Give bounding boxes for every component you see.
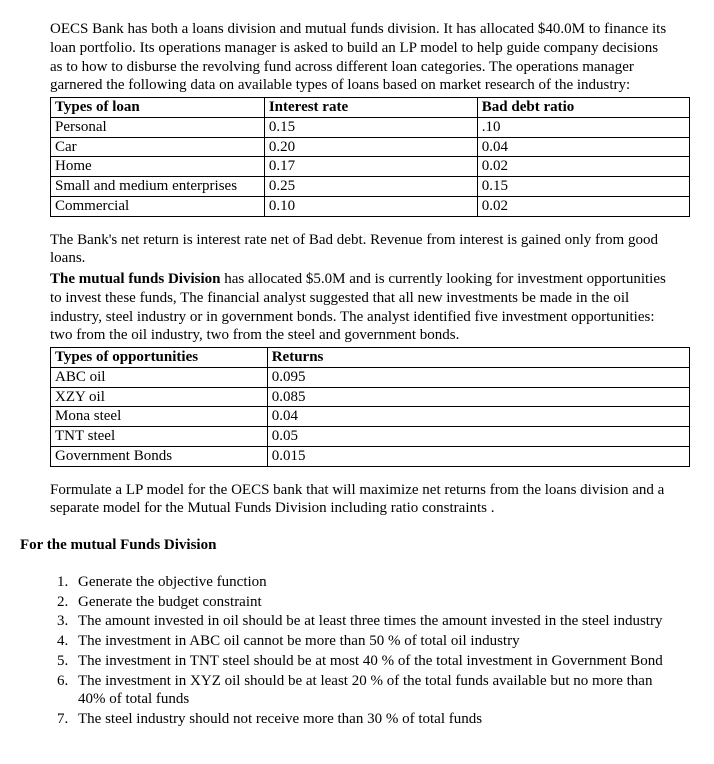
opportunities-table: Types of opportunities Returns ABC oil 0… bbox=[50, 347, 690, 467]
table-header-row: Types of loan Interest rate Bad debt rat… bbox=[51, 98, 690, 118]
list-item: The investment in XYZ oil should be at l… bbox=[72, 672, 674, 710]
table-row: Car 0.20 0.04 bbox=[51, 137, 690, 157]
cell: 0.095 bbox=[267, 367, 689, 387]
net-return-paragraph: The Bank's net return is interest rate n… bbox=[50, 231, 674, 269]
table-row: Personal 0.15 .10 bbox=[51, 117, 690, 137]
table-row: XZY oil 0.085 bbox=[51, 387, 690, 407]
cell: TNT steel bbox=[51, 427, 268, 447]
cell: 0.17 bbox=[264, 157, 477, 177]
col-header: Returns bbox=[267, 348, 689, 368]
list-item: Generate the objective function bbox=[72, 573, 674, 592]
cell: 0.04 bbox=[477, 137, 689, 157]
cell: 0.085 bbox=[267, 387, 689, 407]
cell: Commercial bbox=[51, 196, 265, 216]
cell: 0.015 bbox=[267, 446, 689, 466]
cell: 0.15 bbox=[264, 117, 477, 137]
cell: 0.10 bbox=[264, 196, 477, 216]
cell: 0.02 bbox=[477, 157, 689, 177]
formulate-paragraph: Formulate a LP model for the OECS bank t… bbox=[50, 481, 674, 519]
cell: 0.02 bbox=[477, 196, 689, 216]
cell: Personal bbox=[51, 117, 265, 137]
cell: 0.15 bbox=[477, 177, 689, 197]
table-row: Mona steel 0.04 bbox=[51, 407, 690, 427]
list-item: The amount invested in oil should be at … bbox=[72, 612, 674, 631]
table-row: Commercial 0.10 0.02 bbox=[51, 196, 690, 216]
cell: 0.04 bbox=[267, 407, 689, 427]
cell: Government Bonds bbox=[51, 446, 268, 466]
cell: Car bbox=[51, 137, 265, 157]
cell: XZY oil bbox=[51, 387, 268, 407]
cell: Small and medium enterprises bbox=[51, 177, 265, 197]
cell: Mona steel bbox=[51, 407, 268, 427]
col-header: Bad debt ratio bbox=[477, 98, 689, 118]
table-row: Small and medium enterprises 0.25 0.15 bbox=[51, 177, 690, 197]
cell: ABC oil bbox=[51, 367, 268, 387]
table-row: Government Bonds 0.015 bbox=[51, 446, 690, 466]
cell: 0.25 bbox=[264, 177, 477, 197]
table-row: Home 0.17 0.02 bbox=[51, 157, 690, 177]
cell: .10 bbox=[477, 117, 689, 137]
mf-bold: The mutual funds Division bbox=[50, 271, 220, 287]
table-row: TNT steel 0.05 bbox=[51, 427, 690, 447]
cell: 0.05 bbox=[267, 427, 689, 447]
list-item: The investment in ABC oil cannot be more… bbox=[72, 632, 674, 651]
questions-list: Generate the objective function Generate… bbox=[50, 573, 674, 729]
table-row: ABC oil 0.095 bbox=[51, 367, 690, 387]
list-item: The investment in TNT steel should be at… bbox=[72, 652, 674, 671]
list-item: The steel industry should not receive mo… bbox=[72, 710, 674, 729]
col-header: Interest rate bbox=[264, 98, 477, 118]
section-heading: For the mutual Funds Division bbox=[20, 536, 674, 555]
cell: Home bbox=[51, 157, 265, 177]
cell: 0.20 bbox=[264, 137, 477, 157]
mutual-funds-paragraph: The mutual funds Division has allocated … bbox=[50, 270, 674, 345]
intro-paragraph: OECS Bank has both a loans division and … bbox=[50, 20, 674, 95]
table-header-row: Types of opportunities Returns bbox=[51, 348, 690, 368]
col-header: Types of loan bbox=[51, 98, 265, 118]
loans-table: Types of loan Interest rate Bad debt rat… bbox=[50, 97, 690, 217]
list-item: Generate the budget constraint bbox=[72, 593, 674, 612]
col-header: Types of opportunities bbox=[51, 348, 268, 368]
